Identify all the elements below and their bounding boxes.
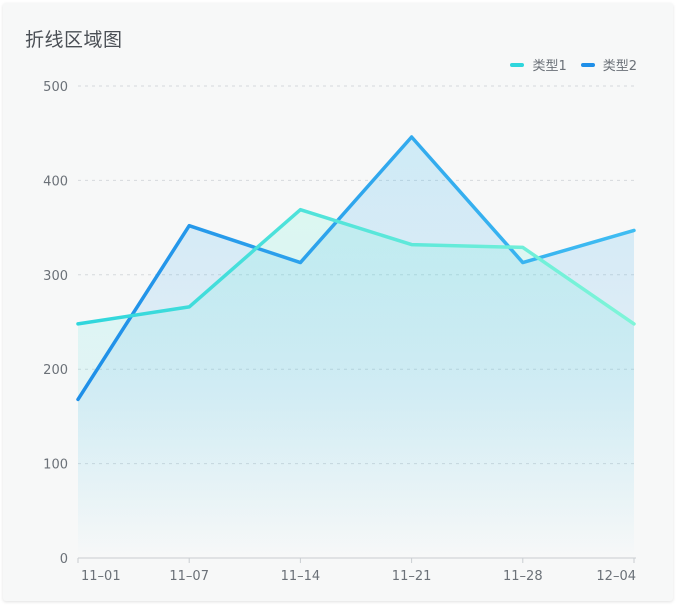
x-tick-label: 11–21: [392, 569, 432, 584]
legend-swatch-series-1: [510, 62, 525, 67]
y-tick-label: 200: [43, 363, 68, 378]
chart-legend: 类型1 类型2: [496, 55, 637, 74]
legend-label-series-1: 类型1: [532, 59, 567, 74]
series-line-1: [76, 207, 636, 326]
series-line-2: [76, 135, 636, 402]
y-tick-label: 300: [43, 269, 68, 284]
legend-swatch-series-2: [580, 62, 595, 67]
x-tick-label: 11–07: [169, 569, 209, 584]
y-tick-label: 0: [60, 552, 68, 567]
y-tick-label: 100: [43, 458, 68, 473]
x-tick-label: 11–14: [281, 569, 321, 584]
y-tick-label: 500: [43, 80, 68, 95]
chart-title: 折线区域图: [25, 29, 123, 51]
series-area-1: [78, 209, 634, 558]
x-tick-label: 11–01: [81, 569, 121, 584]
y-tick-label: 400: [43, 174, 68, 189]
legend-label-series-2: 类型2: [602, 59, 637, 74]
legend-item-series-1[interactable]: 类型1: [510, 55, 567, 74]
x-tick-label: 12–04: [596, 569, 636, 584]
legend-item-series-2[interactable]: 类型2: [580, 55, 637, 74]
x-tick-label: 11–28: [503, 569, 543, 584]
